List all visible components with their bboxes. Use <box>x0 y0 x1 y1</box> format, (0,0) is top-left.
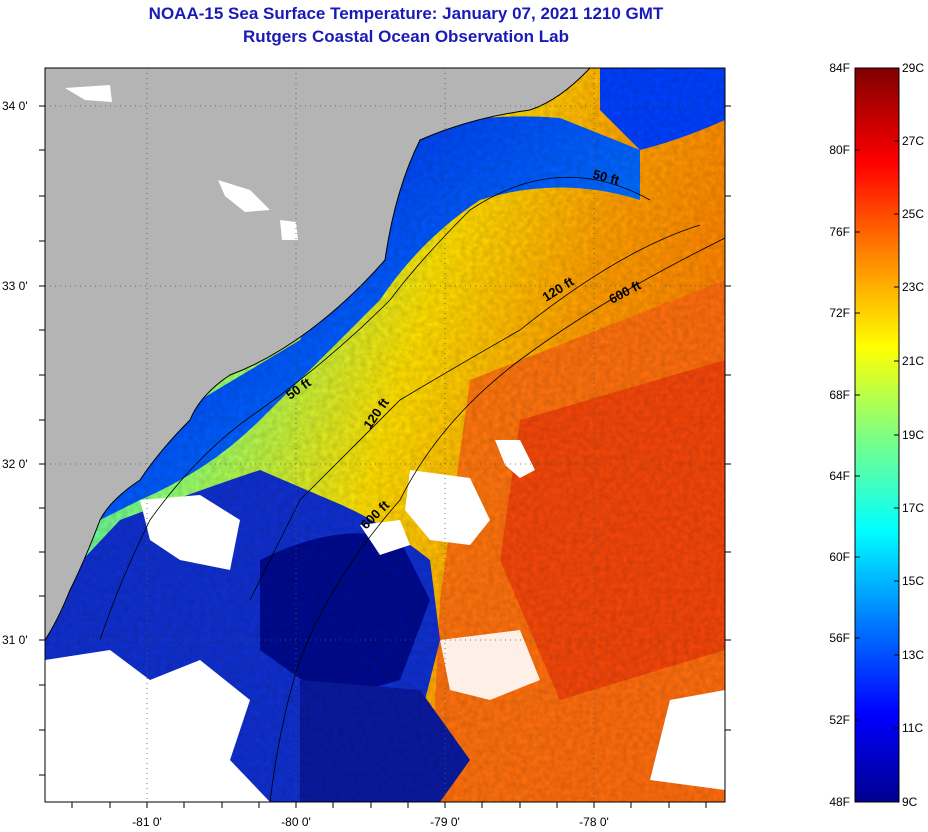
map-frame <box>44 67 726 803</box>
land-area <box>45 68 590 640</box>
lon-label: -78 0' <box>579 815 609 829</box>
lat-label: 31 0' <box>2 633 28 647</box>
map-layers <box>45 68 725 802</box>
cloud-area <box>440 630 540 700</box>
colorbar-celsius-label: 23C <box>902 280 924 294</box>
colorbar: 84F 80F 76F 72F 68F 64F 60F 56F 52F 48F 29C 27C 25C 2… <box>829 61 924 809</box>
lake <box>280 220 298 240</box>
isobath-120ft <box>249 224 701 601</box>
lat-label: 34 0' <box>2 99 28 113</box>
colorbar-gradient <box>854 67 900 803</box>
colorbar-celsius-label: 15C <box>902 574 924 588</box>
map-subtitle: Rutgers Coastal Ocean Observation Lab <box>243 27 569 46</box>
colorbar-fahrenheit-label: 72F <box>829 306 850 320</box>
colorbar-fahrenheit-label: 80F <box>829 143 850 157</box>
colorbar-fahrenheit-label: 68F <box>829 388 850 402</box>
colorbar-fahrenheit-label: 60F <box>829 550 850 564</box>
colorbar-fahrenheit-label: 48F <box>829 795 850 809</box>
frame-ticks <box>39 105 731 808</box>
colorbar-celsius-label: 25C <box>902 207 924 221</box>
cloud-area-southwest <box>45 650 270 802</box>
isobath-600ft <box>269 237 725 802</box>
map-title: NOAA-15 Sea Surface Temperature: January… <box>148 4 664 23</box>
cloud-area <box>405 470 490 545</box>
colorbar-fahrenheit-label: 84F <box>829 61 850 75</box>
lon-label: -80 0' <box>281 815 311 829</box>
colorbar-celsius-label: 11C <box>902 721 923 735</box>
cloud-area <box>495 440 535 478</box>
coastline <box>45 68 591 641</box>
colorbar-fahrenheit-label: 52F <box>829 713 850 727</box>
cloud-area <box>140 495 240 570</box>
sst-map: 34 0' 33 0' 32 0' 31 0' -81 0' -80 0' -7… <box>2 67 731 829</box>
colorbar-celsius-label: 19C <box>902 428 924 442</box>
colorbar-fahrenheit-label: 76F <box>829 225 850 239</box>
colorbar-celsius-label: 29C <box>902 61 924 75</box>
colorbar-celsius-label: 17C <box>902 501 924 515</box>
lat-label: 33 0' <box>2 279 28 293</box>
cloud-area <box>360 520 410 555</box>
lake <box>65 85 112 102</box>
lon-label: -81 0' <box>132 815 162 829</box>
colorbar-celsius-label: 9C <box>902 795 918 809</box>
colorbar-celsius-label: 27C <box>902 134 924 148</box>
colorbar-celsius-label: 13C <box>902 648 924 662</box>
colorbar-celsius-label: 21C <box>902 354 924 368</box>
cloud-area <box>650 690 725 790</box>
lat-label: 32 0' <box>2 457 28 471</box>
contour-label-50ft: 50 ft <box>591 166 621 188</box>
lon-label: -79 0' <box>430 815 460 829</box>
colorbar-fahrenheit-label: 56F <box>829 631 850 645</box>
colorbar-fahrenheit-label: 64F <box>829 469 850 483</box>
lake <box>218 180 270 212</box>
graticule <box>45 68 725 802</box>
isobath-50ft <box>99 176 651 641</box>
